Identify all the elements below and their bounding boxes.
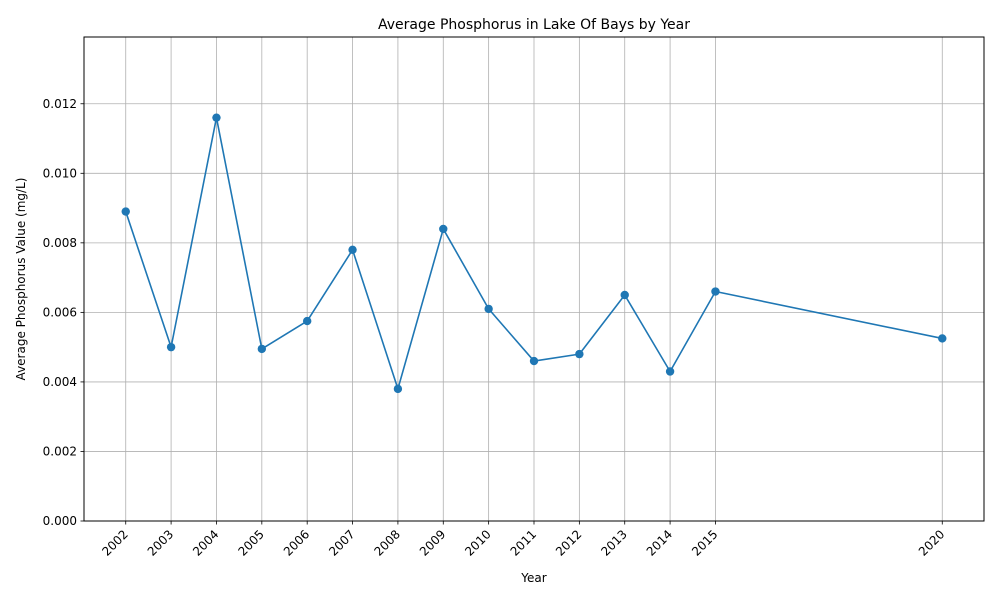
data-point (121, 207, 130, 216)
y-tick-label: 0.004 (43, 375, 77, 389)
data-point (620, 290, 629, 300)
y-tick-label: 0.000 (43, 514, 77, 528)
data-point (212, 113, 221, 122)
data-point (529, 356, 539, 366)
data-point (302, 316, 312, 326)
data-point (711, 287, 720, 296)
data-point (393, 384, 403, 394)
y-tick-label: 0.008 (43, 236, 77, 250)
y-axis-label: Average Phosphorus Value (mg/L) (14, 178, 28, 381)
data-point (348, 245, 357, 254)
grid (84, 37, 984, 522)
data-point (938, 334, 947, 343)
series-layer (121, 113, 947, 394)
data-point (166, 342, 176, 352)
data-point (257, 344, 267, 354)
data-point (665, 367, 675, 376)
y-axis: 0.000 0.002 0.004 0.006 0.008 0.010 0.012 (43, 97, 84, 528)
chart-title: Average Phosphorus in Lake Of Bays by Ye… (378, 17, 690, 33)
data-point (575, 349, 584, 359)
data-point (439, 224, 448, 234)
y-tick-label: 0.010 (43, 166, 77, 180)
y-tick-label: 0.002 (43, 444, 77, 458)
x-axis-label: Year (520, 571, 546, 585)
y-tick-label: 0.012 (43, 97, 77, 111)
data-point (484, 304, 493, 314)
y-tick-label: 0.006 (43, 305, 77, 319)
